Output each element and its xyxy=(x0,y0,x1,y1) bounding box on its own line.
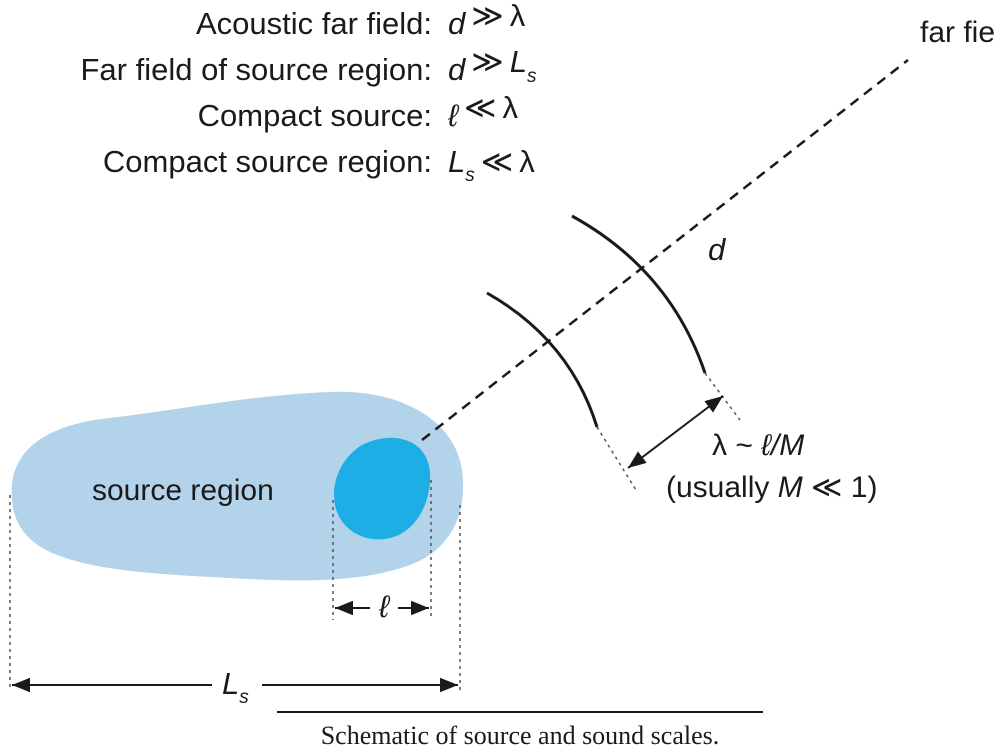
definition-expression: ℓ ≪ λ xyxy=(447,90,518,133)
distance-label: d xyxy=(708,232,727,267)
definition-label: Compact source region: xyxy=(103,144,432,179)
source-region-label: source region xyxy=(92,474,274,507)
propagation-line xyxy=(421,59,909,441)
definitions-list: Acoustic far field: d ≫ λ Far field of sou… xyxy=(80,0,536,186)
definition-expression: d ≫ λ xyxy=(448,0,526,41)
definition-row: Compact source: ℓ ≪ λ xyxy=(198,90,519,133)
definition-label: Far field of source region: xyxy=(80,52,432,87)
definition-row: Far field of source region: d ≫ Ls xyxy=(80,44,536,87)
wavelength-dimension-arrow xyxy=(627,395,724,469)
definition-row: Acoustic far field: d ≫ λ xyxy=(196,0,526,41)
wavelength-extension-line xyxy=(596,426,637,491)
definition-label: Compact source: xyxy=(198,98,432,133)
definition-expression: Ls ≪ λ xyxy=(448,144,535,186)
far-field-label: far field xyxy=(920,16,997,49)
definition-expression: d ≫ Ls xyxy=(448,44,537,87)
region-size-label: Ls xyxy=(222,666,249,708)
outer-wavefront-arc xyxy=(571,214,707,374)
wavelength-note: (usually M ≪ 1) xyxy=(666,471,877,504)
wavelength-label: λ ~ ℓ/M xyxy=(712,429,804,462)
compact-source-shape xyxy=(334,437,431,540)
definition-label: Acoustic far field: xyxy=(196,6,432,41)
source-region-shape xyxy=(11,391,464,581)
inner-wavefront-arc xyxy=(486,291,599,428)
figure-caption: Schematic of source and sound scales. xyxy=(321,721,720,750)
definition-row: Compact source region: Ls ≪ λ xyxy=(103,144,535,186)
source-size-label: ℓ xyxy=(378,589,391,624)
